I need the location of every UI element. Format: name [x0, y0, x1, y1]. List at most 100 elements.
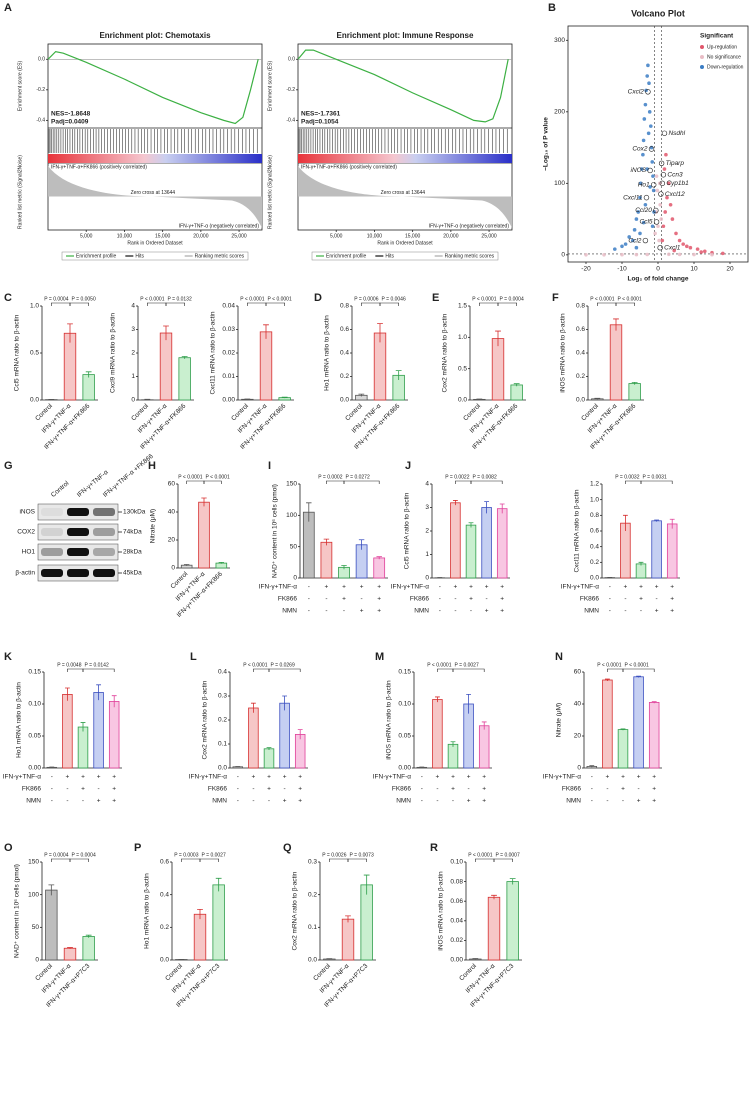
y-tick-label: 0 [171, 565, 175, 572]
treatment-label: NMN [26, 798, 41, 805]
error-bar [484, 501, 490, 514]
treatment-label: IFN-γ+TNF-α [259, 584, 297, 591]
y-tick-label: 20 [168, 537, 176, 544]
bar [617, 729, 629, 769]
y-tick-label: 0 [293, 575, 297, 582]
y-tick-label: 0.8 [340, 303, 349, 310]
point [641, 138, 646, 143]
point [634, 252, 639, 257]
treatment-mark: + [298, 798, 302, 805]
treatment-label: IFN-γ+TNF-α [3, 774, 41, 781]
error-bar [513, 383, 520, 387]
treatment-mark: + [670, 596, 674, 603]
bar [360, 884, 373, 961]
y-axis-label: Ho1 mRNA ratio to β-actin [16, 682, 23, 758]
point [659, 217, 664, 221]
x-tick-label: 10 [690, 266, 698, 273]
treatment-mark: - [325, 596, 327, 603]
treatment-mark: + [652, 786, 656, 793]
panel-letter: L [190, 651, 197, 663]
error-bar [376, 556, 382, 560]
band [93, 528, 115, 536]
point [670, 217, 675, 221]
panel-letter: D [314, 292, 322, 304]
p-value: P = 0.0142 [85, 662, 109, 668]
y-tick-label: 50 [290, 543, 298, 550]
treatment-mark: - [439, 608, 441, 615]
legend-swatch [700, 65, 704, 69]
legend-label: Down-regulation [707, 64, 744, 70]
gene-point [661, 130, 668, 136]
band [67, 508, 89, 516]
error-bar [589, 765, 595, 768]
y-tick-label: 1.5 [458, 303, 467, 310]
y-tick-label: 0.00 [222, 397, 235, 404]
y-tick-label: 0.6 [576, 326, 585, 333]
error-bar [509, 878, 516, 885]
point [638, 195, 642, 200]
error-bar [64, 687, 70, 701]
bar [341, 918, 355, 961]
bar [93, 692, 104, 769]
treatment-mark: + [624, 584, 628, 591]
point [677, 238, 682, 243]
point [667, 181, 671, 186]
y-tick-label: 0.01 [222, 373, 235, 380]
p-value: P = 0.0269 [271, 662, 295, 668]
treatment-mark: - [268, 798, 270, 805]
y-tick-label: 0.0 [160, 957, 169, 964]
point [643, 102, 648, 107]
x-axis-label: Log₂ of fold change [627, 276, 688, 283]
treatment-mark: + [639, 596, 643, 603]
treatment-mark: - [436, 786, 438, 793]
treatment-mark: + [500, 584, 504, 591]
legend-label: Hits [385, 253, 394, 259]
y-axis-label: Cxcl9 mRNA ratio to β-actin [110, 313, 117, 393]
error-bar [341, 565, 347, 570]
y-axis-label: Cox2 mRNA ratio to β-actin [442, 313, 449, 392]
treatment-mark: + [360, 584, 364, 591]
y-tick-label: 1.0 [590, 496, 599, 503]
y-tick-label: 0.05 [28, 733, 41, 740]
treatment-mark: + [451, 774, 455, 781]
p-value: P < 0.0001 [590, 296, 614, 302]
panel-letter: M [375, 651, 384, 663]
bar [263, 748, 275, 769]
y-tick-label: 0 [425, 575, 429, 582]
treatment-mark: - [51, 786, 53, 793]
treatment-mark: + [377, 596, 381, 603]
treatment-mark: - [308, 596, 310, 603]
y-tick-label: 0.2 [576, 373, 585, 380]
point [638, 231, 642, 236]
y-tick-label: 1 [425, 551, 429, 558]
legend-box [61, 251, 249, 261]
point [667, 252, 671, 257]
bar [633, 676, 644, 769]
treatment-mark: + [655, 608, 659, 615]
bar [648, 702, 660, 769]
point [643, 202, 648, 207]
significance-bracket [497, 302, 517, 306]
gene-label: Cxcl12 [665, 191, 685, 198]
y-tick-label: 150 [28, 859, 39, 866]
y-tick-label: 3 [425, 504, 429, 511]
treatment-mark: + [500, 596, 504, 603]
y-tick-label: -0.2 [36, 87, 45, 93]
y-tick-label: 0.4 [576, 350, 585, 357]
p-value: P = 0.0002 [318, 474, 342, 480]
treatment-mark: - [609, 584, 611, 591]
y-axis-label: Ho1 mRNA ratio to β-actin [324, 315, 331, 391]
error-bar [297, 729, 303, 740]
y-tick-label: 0.00 [398, 765, 411, 772]
treatment-mark: - [486, 596, 488, 603]
error-bar [96, 684, 102, 701]
gene-label: Cxcl2 [628, 89, 645, 96]
treatment-label: FK866 [410, 596, 430, 603]
bar [506, 881, 519, 961]
point [681, 242, 685, 246]
y-axis-label: NAD⁺ content in 10⁶ cells (pmol) [14, 864, 21, 958]
band [41, 528, 63, 536]
treatment-mark: + [377, 584, 381, 591]
chart-title: Enrichment plot: Immune Response [337, 31, 474, 40]
